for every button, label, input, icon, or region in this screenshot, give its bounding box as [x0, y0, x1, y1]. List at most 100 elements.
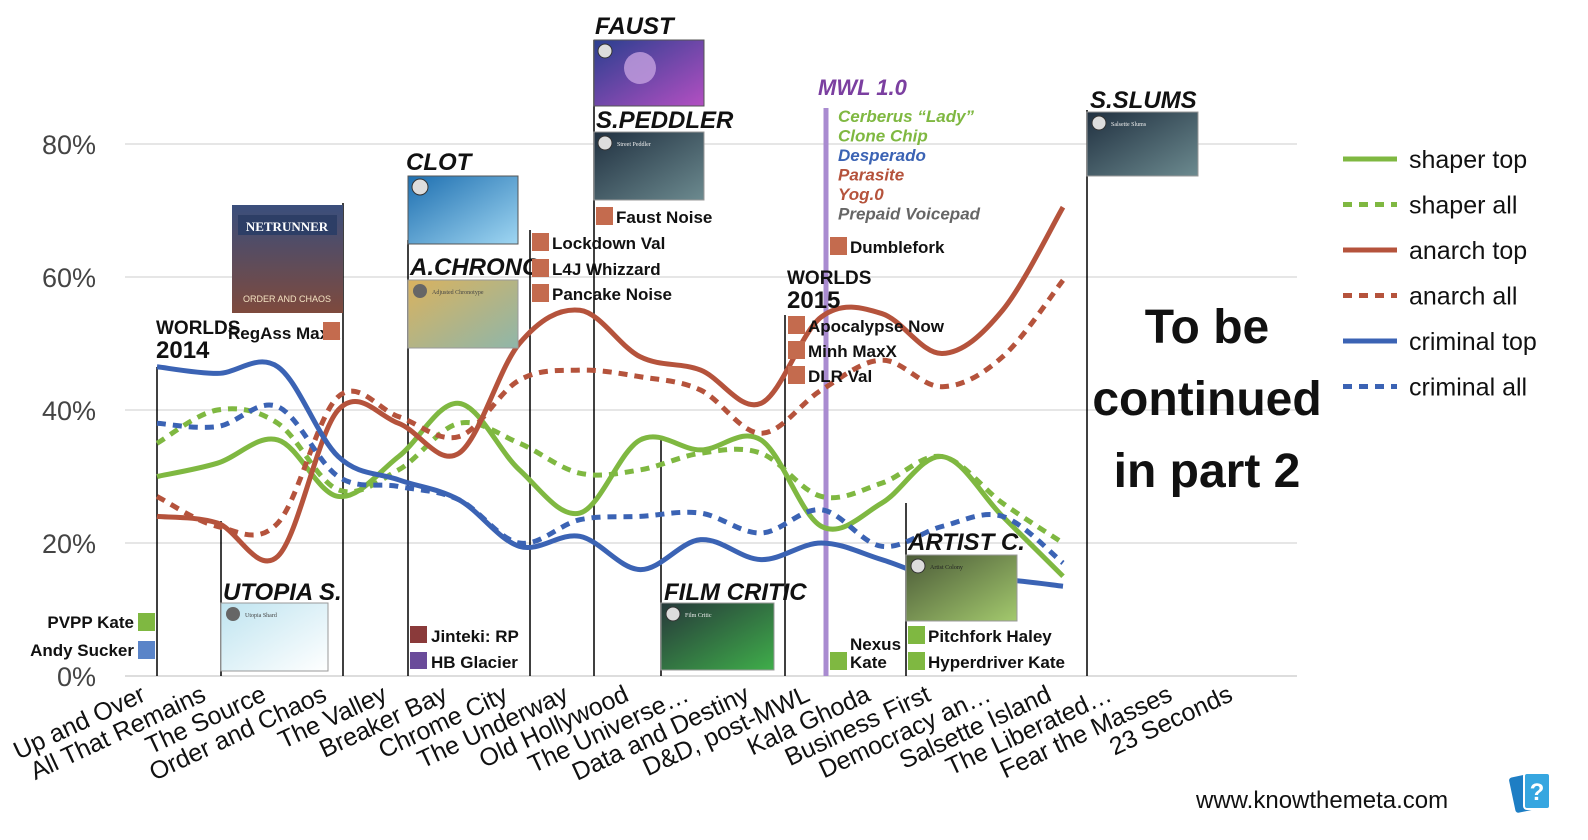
y-tick-label: 0%	[57, 662, 96, 692]
series-line-anarch-all	[155, 278, 1065, 538]
deck-faust-noise: Faust Noise	[616, 208, 712, 227]
deck-lockdown-val: Lockdown Val	[552, 234, 665, 253]
artist-colony-card-name: Artist Colony	[930, 565, 963, 571]
continued-line-1: To be	[1145, 301, 1269, 354]
deck-hyperdriver-kate: Hyperdriver Kate	[928, 653, 1065, 672]
worlds-2015-line2: 2015	[787, 287, 840, 314]
artist-colony-card-image: Artist Colony	[905, 554, 1018, 622]
website-link[interactable]: www.knowthemeta.com	[1195, 787, 1448, 814]
card-title-film-critic: FILM CRITIC	[664, 579, 807, 606]
utopia-card-image: Utopia Shard	[220, 602, 329, 672]
card-title-artist-colony: ARTIST C.	[907, 529, 1025, 556]
card-title-sslums: S.SLUMS	[1090, 87, 1197, 114]
mwl-item: Prepaid Voicepad	[838, 205, 981, 224]
sslums-card-name: Salsette Slums	[1111, 122, 1147, 128]
deck-dlr-val: DLR Val	[808, 367, 872, 386]
series-line-criminal-top	[156, 359, 1064, 589]
mwl-title: MWL 1.0	[818, 75, 908, 100]
film-critic-card-image: Film Critic	[660, 602, 775, 671]
deck-regass-maxx: RegAss MaxX	[228, 324, 341, 343]
legend-label: criminal all	[1409, 374, 1527, 402]
anarch-id-icon	[323, 322, 340, 340]
anarch-id-icon	[532, 233, 549, 251]
worlds-2014-line1: WORLDS	[156, 318, 240, 339]
y-tick-label: 20%	[42, 529, 96, 559]
deck-nexus-kate-line1: Nexus	[850, 635, 901, 654]
faust-card-image	[593, 39, 705, 107]
card-title-achrono: A.CHRONO.	[409, 254, 547, 281]
legend-label: anarch all	[1409, 283, 1517, 311]
shaper-id-icon	[138, 613, 155, 631]
hb-id-icon	[410, 652, 427, 669]
series-line-shaper-top	[156, 400, 1065, 579]
deck-pancake-noise: Pancake Noise	[552, 285, 672, 304]
anarch-id-icon	[830, 237, 847, 255]
legend-label: anarch top	[1409, 237, 1527, 265]
anarch-id-icon	[532, 259, 549, 277]
y-tick-label: 40%	[42, 396, 96, 426]
achrono-card-image: Adjusted Chronotype	[407, 279, 519, 349]
netrunner-box-image: NETRUNNER ORDER AND CHAOS	[232, 205, 343, 313]
legend-label: shaper top	[1409, 146, 1527, 174]
card-title-faust: FAUST	[595, 13, 676, 40]
criminal-id-icon	[138, 641, 155, 659]
jinteki-id-icon	[410, 626, 427, 643]
netrunner-box-subtitle: ORDER AND CHAOS	[243, 294, 331, 304]
card-images: NETRUNNER ORDER AND CHAOS Utopia Shard A…	[220, 39, 1199, 672]
speddler-card-name: Street Peddler	[617, 142, 651, 148]
knowthemeta-logo-icon: ?	[1509, 772, 1551, 813]
anarch-id-icon	[788, 341, 805, 359]
mwl-annotation: MWL 1.0 Cerberus “Lady”Clone ChipDespera…	[818, 75, 981, 224]
worlds-2015-line1: WORLDS	[787, 268, 871, 289]
mwl-items: Cerberus “Lady”Clone ChipDesperadoParasi…	[838, 107, 981, 224]
card-titles: UTOPIA S. CLOT A.CHRONO. FAUST S.PEDDLER…	[223, 13, 1197, 606]
deck-apocalypse-now: Apocalypse Now	[808, 317, 945, 336]
film-critic-card-name: Film Critic	[685, 613, 712, 619]
deck-jinteki-rp: Jinteki: RP	[431, 627, 519, 646]
y-tick-label: 80%	[42, 130, 96, 160]
anarch-id-icon	[788, 366, 805, 384]
card-title-utopia: UTOPIA S.	[223, 579, 342, 606]
deck-l4j-whizzard: L4J Whizzard	[552, 260, 661, 279]
netrunner-box-title: NETRUNNER	[246, 219, 329, 234]
shaper-id-icon	[908, 652, 925, 670]
anarch-id-icon	[532, 284, 549, 302]
card-title-clot: CLOT	[406, 149, 474, 176]
deck-andy-sucker: Andy Sucker	[30, 641, 134, 660]
svg-text:?: ?	[1530, 779, 1545, 806]
clot-card-image	[407, 175, 519, 245]
achrono-card-name: Adjusted Chronotype	[432, 290, 484, 296]
shaper-id-icon	[830, 652, 847, 670]
legend-label: criminal top	[1409, 328, 1537, 356]
y-axis: 0% 20% 40% 60% 80%	[42, 130, 96, 692]
mwl-item: Yog.0	[838, 185, 884, 204]
y-tick-label: 60%	[42, 263, 96, 293]
anarch-id-icon	[788, 316, 805, 334]
legend-label: shaper all	[1409, 192, 1517, 220]
series-line-criminal-all	[156, 402, 1065, 565]
mwl-item: Desperado	[838, 146, 926, 165]
legend: shaper top shaper all anarch top anarch all…	[1343, 146, 1537, 402]
mwl-item: Clone Chip	[838, 127, 928, 146]
deck-hb-glacier: HB Glacier	[431, 653, 518, 672]
deck-dumblefork: Dumblefork	[850, 238, 945, 257]
speddler-card-image: Street Peddler	[593, 131, 705, 201]
series-layer	[155, 205, 1066, 589]
series-line-shaper-all	[155, 406, 1065, 546]
anarch-id-icon	[596, 207, 613, 225]
continued-line-2: continued	[1092, 373, 1321, 426]
mwl-item: Parasite	[838, 166, 904, 185]
deck-labels: PVPP Kate Andy Sucker RegAss MaxX Jintek…	[30, 207, 1065, 672]
continued-note: To be continued in part 2	[1092, 301, 1321, 498]
sslums-card-image: Salsette Slums	[1086, 111, 1199, 177]
card-title-speddler: S.PEDDLER	[596, 107, 734, 134]
deck-pvpp-kate: PVPP Kate	[47, 613, 134, 632]
continued-line-3: in part 2	[1114, 445, 1301, 498]
deck-pitchfork-haley: Pitchfork Haley	[928, 627, 1052, 646]
utopia-card-name: Utopia Shard	[245, 613, 277, 619]
deck-nexus-kate-line2: Kate	[850, 653, 887, 672]
mwl-item: Cerberus “Lady”	[838, 107, 975, 126]
worlds-2014-line2: 2014	[156, 337, 210, 364]
